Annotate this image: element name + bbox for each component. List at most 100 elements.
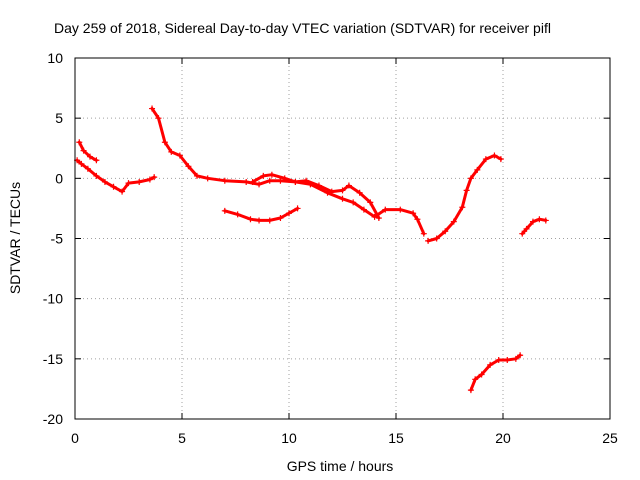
x-tick-label: 10	[281, 430, 297, 446]
data-point	[523, 225, 530, 232]
data-point	[292, 178, 299, 185]
data-point	[281, 175, 288, 182]
data-point	[101, 178, 108, 185]
data-point	[234, 211, 241, 218]
data-point	[277, 215, 284, 222]
data-point	[119, 188, 126, 195]
data-point	[286, 210, 292, 217]
data-point	[450, 218, 457, 225]
data-point	[495, 357, 502, 364]
data-point	[185, 163, 192, 170]
data-point	[125, 180, 132, 187]
data-point	[78, 160, 85, 167]
y-tick-label: -10	[43, 291, 63, 307]
data-point	[504, 357, 511, 364]
series-line	[426, 154, 503, 243]
series-line	[77, 140, 98, 162]
y-axis-label: SDTVAR / TECUs	[7, 182, 23, 294]
data-point	[425, 237, 432, 244]
data-point	[512, 355, 519, 362]
data-point	[328, 188, 335, 195]
data-point	[360, 206, 367, 213]
plot-frame	[74, 57, 611, 420]
data-point	[420, 230, 427, 237]
data-point	[266, 177, 273, 184]
data-point	[474, 166, 481, 173]
data-point	[410, 210, 417, 217]
data-point	[86, 153, 93, 160]
data-point	[221, 177, 228, 184]
data-point	[249, 178, 256, 185]
data-point	[459, 204, 466, 211]
series-line	[469, 353, 522, 392]
data-point	[367, 199, 374, 206]
data-point	[110, 183, 117, 190]
data-point	[256, 217, 263, 224]
data-point	[382, 206, 389, 213]
data-point	[149, 105, 156, 112]
data-point	[303, 177, 310, 184]
data-point	[80, 147, 87, 154]
data-point	[84, 165, 91, 172]
series-segment-4	[249, 171, 382, 222]
data-point	[93, 157, 100, 164]
data-point	[294, 205, 301, 212]
data-point	[268, 171, 275, 178]
data-point	[93, 172, 100, 179]
data-point	[542, 217, 549, 224]
axis-ticks: 0 5 10 15 20 25 10 5 0 -5 -10 -15 -20	[43, 50, 618, 446]
x-tick-label: 20	[495, 430, 511, 446]
data-point	[168, 148, 175, 155]
data-point	[467, 175, 474, 182]
data-point	[256, 181, 263, 188]
series-segment-8	[467, 352, 524, 394]
data-point	[176, 152, 183, 159]
data-point	[76, 139, 83, 146]
x-tick-label: 25	[602, 430, 618, 446]
data-point	[519, 230, 526, 237]
data-point	[247, 216, 254, 223]
series-segment-5	[221, 205, 301, 224]
series-segment-2	[76, 139, 100, 164]
data-point	[463, 187, 470, 194]
data-point	[277, 177, 284, 184]
data-point	[193, 172, 200, 179]
x-tick-label: 15	[388, 430, 404, 446]
data-point	[221, 207, 228, 214]
data-point	[266, 217, 273, 224]
data-point	[339, 195, 346, 202]
data-point	[136, 178, 143, 185]
series-segment-6	[425, 152, 504, 244]
series-line	[223, 206, 300, 222]
data-point	[243, 178, 250, 185]
data-point	[155, 115, 162, 122]
data-point	[467, 387, 474, 394]
data-point	[472, 376, 479, 383]
x-axis-label: GPS time / hours	[287, 458, 394, 474]
y-tick-label: -5	[51, 231, 64, 247]
data-point	[161, 139, 168, 146]
data-point	[204, 175, 211, 182]
y-tick-label: -20	[43, 411, 63, 427]
x-tick-label: 0	[71, 430, 79, 446]
data-point	[491, 152, 498, 159]
series-segment-3	[149, 105, 427, 237]
data-point	[414, 216, 421, 223]
y-tick-label: 5	[55, 110, 63, 126]
data-point	[339, 187, 346, 194]
data-point	[482, 156, 489, 163]
data-point	[146, 176, 153, 183]
data-point	[345, 182, 352, 189]
y-tick-label: -15	[43, 351, 63, 367]
data-point	[529, 218, 536, 225]
data-point	[442, 228, 449, 235]
y-tick-label: 0	[55, 170, 63, 186]
data-series	[74, 105, 549, 394]
data-point	[151, 174, 158, 181]
data-point	[356, 189, 363, 196]
data-point	[260, 172, 267, 179]
series-segment-7	[519, 216, 549, 237]
data-point	[487, 361, 494, 368]
x-tick-label: 5	[178, 430, 186, 446]
